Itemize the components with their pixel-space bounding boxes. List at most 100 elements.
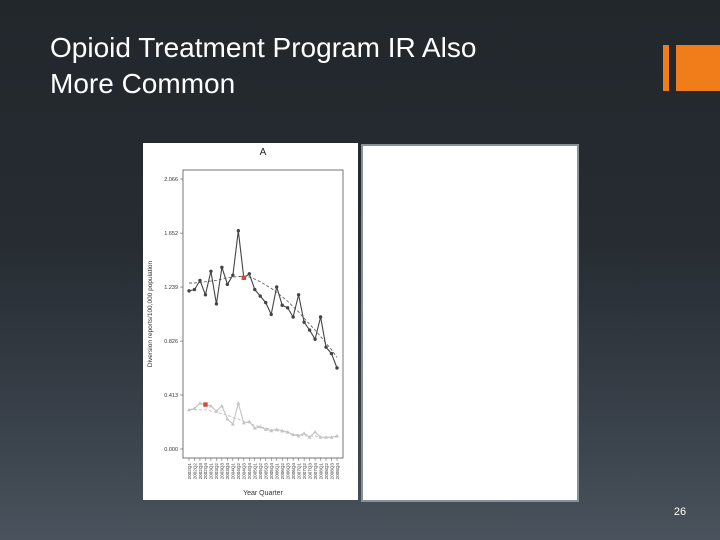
series-1-point — [269, 312, 273, 317]
series-2-point — [187, 407, 191, 412]
series-layer — [187, 229, 339, 439]
y-tick-label: 0.826 — [164, 339, 178, 345]
x-tick-label: 2007Q3 — [307, 463, 312, 480]
series-1-point — [225, 282, 230, 287]
x-tick-label: 2006Q1 — [275, 463, 280, 480]
series-2-point — [247, 419, 252, 424]
series-2-point — [291, 432, 296, 437]
x-tick-label: 2002Q1 — [187, 463, 192, 480]
series-2-point — [214, 409, 219, 413]
series-1 — [187, 229, 339, 370]
x-tick-label: 2008Q4 — [335, 463, 340, 480]
series-1-point — [275, 285, 279, 289]
series-1-point — [264, 300, 268, 305]
series-1-point — [236, 229, 241, 233]
series-1-point — [231, 273, 235, 277]
series-1-point — [209, 269, 213, 273]
series-1-point — [291, 315, 295, 319]
series-2-point — [285, 430, 290, 434]
accent-bar-thick — [676, 45, 720, 91]
series-2-point — [252, 426, 257, 430]
series-1-point — [203, 293, 208, 297]
x-tick-label: 2003Q1 — [209, 463, 214, 480]
series-2-point — [236, 401, 241, 405]
series-2-point — [296, 433, 301, 438]
series-1-trend-line — [189, 276, 338, 358]
x-tick-label: 2008Q1 — [318, 463, 323, 480]
y-axis: 0.000 0.413 0.826 1.239 1.652 2.066 — [164, 177, 183, 453]
series-2-point — [329, 435, 334, 439]
series-2-point — [313, 430, 318, 434]
y-tick-label: 2.066 — [164, 177, 178, 183]
series-2-point — [263, 427, 268, 431]
x-tick-label: 2004Q2 — [236, 463, 241, 480]
x-tick-label: 2006Q4 — [291, 463, 296, 480]
x-tick-label: 2004Q1 — [231, 463, 236, 480]
series-1-point — [335, 366, 339, 370]
series-1-point — [313, 337, 317, 341]
x-tick-label: 2003Q4 — [225, 463, 230, 480]
x-tick-label: 2006Q3 — [285, 463, 290, 480]
x-tick-label: 2002Q3 — [198, 463, 203, 480]
series-1-marked-point — [241, 275, 247, 280]
diversion-rate-chart: A 0.000 0.413 0.826 1.239 1.652 2.066 2002Q1 2… — [147, 147, 344, 497]
series-1-point — [198, 278, 202, 283]
series-1-line — [188, 230, 338, 369]
slide-title-line-2: More Common — [50, 68, 236, 99]
x-tick-label: 2007Q2 — [302, 463, 307, 480]
slide-number: 26 — [673, 506, 687, 518]
series-1-point — [253, 287, 257, 292]
x-tick-label: 2006Q2 — [280, 463, 285, 480]
series-1-point — [285, 306, 290, 310]
y-axis-label: Diversion reports/100,000 population — [147, 260, 154, 367]
series-2-point — [219, 403, 224, 408]
series-1-point — [187, 289, 191, 293]
series-2-point — [318, 435, 323, 439]
series-2-line — [188, 401, 338, 438]
series-2-point — [302, 431, 307, 435]
series-2-point — [230, 422, 235, 426]
series-2-marked-point — [203, 402, 208, 407]
series-2-point — [274, 427, 279, 431]
y-tick-label: 0.000 — [164, 447, 178, 453]
series-1-point — [280, 303, 284, 307]
series-1-point — [258, 294, 262, 298]
x-tick-label: 2003Q3 — [220, 463, 225, 480]
series-2-point — [208, 403, 213, 408]
series-2-trend-line — [189, 409, 337, 438]
y-tick-label: 0.413 — [164, 393, 178, 399]
series-2-point — [241, 420, 246, 425]
series-1-point — [247, 272, 251, 276]
y-tick-label: 1.239 — [164, 285, 178, 291]
slide-title: Opioid Treatment Program IR Also More Co… — [50, 30, 610, 102]
series-1-point — [296, 293, 301, 297]
series-2-point — [307, 435, 312, 439]
x-tick-label: 2008Q3 — [329, 463, 334, 480]
series-2-point — [335, 433, 339, 438]
series-2-point — [280, 428, 285, 433]
series-1-point — [307, 328, 312, 332]
series-1-point — [214, 302, 219, 306]
series-1-point — [324, 345, 328, 349]
x-tick-label: 2008Q2 — [324, 463, 329, 480]
series-1-point — [220, 265, 224, 270]
slide-title-line-1: Opioid Treatment Program IR Also — [50, 32, 477, 63]
series-2-point — [258, 424, 263, 429]
series-1-point — [192, 287, 197, 292]
x-axis-label: Year Quarter — [243, 490, 283, 497]
x-tick-label: 2007Q4 — [313, 463, 318, 480]
x-tick-label: 2003Q2 — [214, 463, 219, 480]
x-tick-label: 2005Q1 — [253, 463, 258, 480]
series-2-point — [192, 406, 197, 410]
y-tick-label: 1.652 — [164, 231, 178, 237]
series-2-point — [225, 416, 230, 421]
series-1-point — [318, 315, 323, 319]
x-tick-label: 2007Q1 — [296, 463, 301, 480]
accent-bar-thin — [663, 45, 669, 91]
series-2-point — [324, 435, 329, 439]
chart-title: A — [260, 147, 267, 158]
x-tick-label: 2005Q2 — [258, 463, 263, 480]
series-1-point — [302, 320, 306, 324]
plot-frame — [182, 169, 344, 459]
x-tick-label: 2002Q4 — [203, 463, 208, 480]
